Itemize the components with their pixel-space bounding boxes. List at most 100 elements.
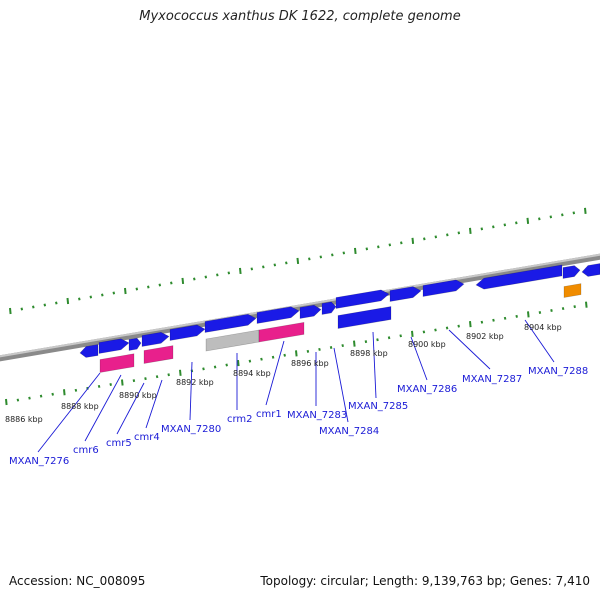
- minor-tick: [262, 265, 265, 269]
- minor-tick: [445, 326, 449, 330]
- gene-label[interactable]: cmr1: [256, 409, 282, 420]
- minor-tick: [538, 217, 541, 221]
- minor-tick: [457, 231, 461, 235]
- minor-tick: [28, 396, 31, 400]
- tick-labels: 8886 kbp 8888 kbp 8890 kbp 8892 kbp 8894…: [5, 323, 562, 424]
- major-tick: [526, 217, 530, 224]
- gene-arrow: [335, 289, 390, 309]
- minor-tick: [387, 336, 391, 340]
- minor-tick: [561, 307, 565, 311]
- crispr-gene: [99, 353, 135, 373]
- gene-arrow: [128, 337, 142, 351]
- gene-label[interactable]: MXAN_7286: [397, 384, 457, 395]
- gene-label[interactable]: MXAN_7287: [462, 374, 522, 385]
- minor-tick: [308, 257, 311, 261]
- gene-labels: MXAN_7276 cmr6 cmr5 cmr4 MXAN_7280 crm2 …: [9, 366, 588, 467]
- major-tick: [237, 359, 240, 367]
- leader-line: [448, 329, 491, 370]
- gene-arrow: [98, 338, 130, 354]
- gene-label[interactable]: MXAN_7280: [161, 424, 221, 435]
- gene-label[interactable]: MXAN_7276: [9, 456, 69, 467]
- major-tick: [353, 340, 356, 347]
- gene-label[interactable]: MXAN_7285: [348, 401, 408, 412]
- minor-tick: [216, 273, 219, 277]
- minor-tick: [572, 211, 576, 215]
- gene-arrow: [389, 286, 422, 302]
- gene-label[interactable]: cmr5: [106, 438, 132, 449]
- minor-tick: [376, 338, 379, 342]
- gene-arrow: [337, 306, 392, 329]
- major-tick: [411, 330, 414, 337]
- outer-tick-ring: [9, 207, 587, 315]
- minor-tick: [260, 357, 263, 361]
- leader-line: [333, 347, 349, 423]
- minor-tick: [341, 344, 344, 348]
- tick-label: 8890 kbp: [119, 391, 157, 400]
- minor-tick: [144, 377, 147, 381]
- gene-arrow: [256, 306, 300, 324]
- map-title: Myxococcus xanthus DK 1622, complete gen…: [139, 9, 461, 24]
- tick-label: 8898 kbp: [350, 349, 388, 358]
- backbone-highlight: [0, 253, 600, 358]
- gene-label[interactable]: cmr4: [134, 432, 160, 443]
- minor-tick: [16, 398, 20, 402]
- minor-tick: [39, 394, 43, 398]
- tick-label: 8896 kbp: [291, 359, 329, 368]
- gene-label[interactable]: MXAN_7284: [319, 426, 379, 437]
- minor-tick: [225, 363, 228, 367]
- minor-tick: [561, 213, 564, 217]
- gene-arrow: [321, 301, 337, 315]
- minor-tick: [515, 314, 518, 318]
- minor-tick: [550, 309, 553, 313]
- minor-tick: [399, 334, 402, 338]
- minor-tick: [434, 235, 438, 239]
- gene-label[interactable]: cmr6: [73, 445, 99, 456]
- minor-tick: [155, 375, 159, 379]
- major-tick: [527, 311, 530, 318]
- major-tick: [239, 267, 242, 275]
- major-tick: [585, 301, 588, 308]
- minor-tick: [457, 324, 460, 328]
- minor-tick: [112, 291, 116, 295]
- major-tick: [584, 207, 587, 214]
- minor-tick: [170, 281, 173, 285]
- gene-label[interactable]: MXAN_7283: [287, 410, 347, 421]
- minor-tick: [74, 388, 78, 392]
- gene-label[interactable]: MXAN_7288: [528, 366, 588, 377]
- tick-label: 8902 kbp: [466, 332, 504, 341]
- major-tick: [469, 227, 472, 234]
- topology-text: Topology: circular; Length: 9,139,763 bp…: [260, 574, 590, 588]
- gene-label[interactable]: crm2: [227, 414, 253, 425]
- major-tick: [121, 379, 124, 386]
- gene-arrow: [169, 324, 206, 341]
- tick-label: 8894 kbp: [233, 369, 271, 378]
- major-tick: [63, 389, 66, 396]
- major-tick: [181, 277, 185, 285]
- minor-tick: [503, 223, 507, 227]
- major-tick: [66, 297, 70, 305]
- inner-tick-ring: [5, 301, 588, 406]
- minor-tick: [248, 359, 252, 363]
- minor-tick: [549, 215, 553, 219]
- tick-label: 8904 kbp: [524, 323, 562, 332]
- major-tick: [296, 257, 300, 265]
- minor-tick: [147, 285, 150, 289]
- minor-tick: [32, 305, 35, 309]
- major-tick: [411, 237, 415, 245]
- minor-tick: [283, 353, 286, 357]
- minor-tick: [227, 271, 231, 275]
- major-tick: [5, 398, 8, 406]
- minor-tick: [89, 295, 93, 299]
- major-tick: [9, 307, 12, 315]
- minor-tick: [204, 275, 208, 279]
- major-tick: [354, 247, 357, 255]
- leader-line: [145, 379, 163, 429]
- gene-arrow: [562, 265, 581, 279]
- minor-tick: [109, 382, 112, 386]
- leader-line: [410, 336, 428, 381]
- minor-tick: [132, 379, 136, 383]
- minor-tick: [55, 301, 58, 305]
- minor-tick: [503, 316, 507, 320]
- tick-label: 8892 kbp: [176, 378, 214, 387]
